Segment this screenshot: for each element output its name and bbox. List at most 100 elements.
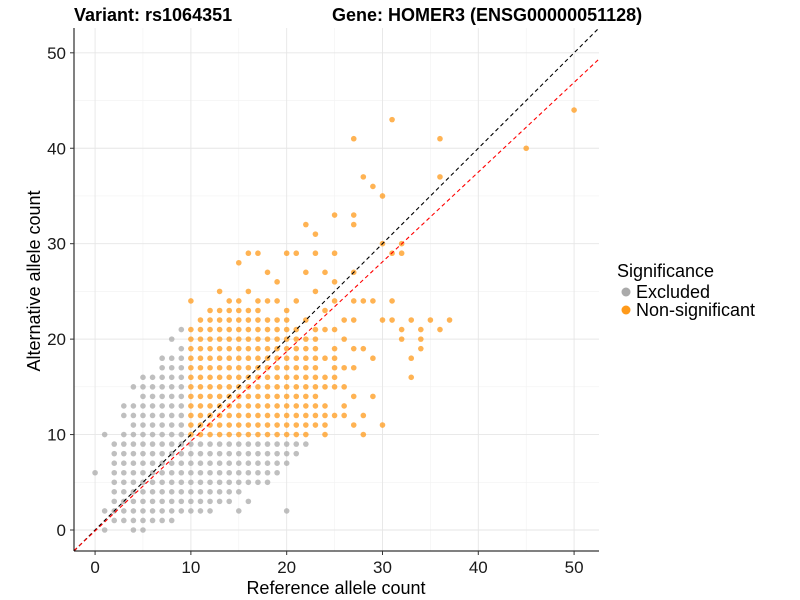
point-non-significant <box>283 431 290 438</box>
point-excluded <box>303 441 309 447</box>
point-non-significant <box>303 393 309 400</box>
point-non-significant <box>264 393 271 400</box>
point-non-significant <box>245 393 252 400</box>
point-non-significant <box>216 431 223 438</box>
point-non-significant <box>293 412 300 419</box>
point-non-significant <box>350 422 357 428</box>
point-non-significant <box>312 288 319 295</box>
x-tick-label: 10 <box>181 558 200 577</box>
point-excluded <box>178 326 185 333</box>
point-excluded <box>140 441 146 447</box>
point-excluded <box>159 422 165 428</box>
point-non-significant <box>341 364 347 371</box>
point-excluded <box>216 479 223 486</box>
point-excluded <box>255 441 261 447</box>
point-non-significant <box>197 393 204 400</box>
point-non-significant <box>312 336 319 342</box>
point-excluded <box>111 441 118 447</box>
point-excluded <box>168 422 175 428</box>
point-non-significant <box>312 384 319 390</box>
point-excluded <box>226 469 232 476</box>
point-non-significant <box>312 393 319 400</box>
point-non-significant <box>255 422 261 428</box>
point-excluded <box>168 489 175 495</box>
point-non-significant <box>216 307 223 314</box>
point-excluded <box>130 422 137 428</box>
point-excluded <box>178 384 185 390</box>
point-non-significant <box>360 298 367 304</box>
point-non-significant <box>331 412 338 419</box>
point-excluded <box>168 498 175 505</box>
point-non-significant <box>418 345 424 352</box>
legend-label-excluded: Excluded <box>636 282 710 302</box>
point-non-significant <box>303 374 309 381</box>
point-non-significant <box>226 364 232 371</box>
point-excluded <box>130 517 137 524</box>
y-tick-label: 0 <box>57 521 66 540</box>
point-excluded <box>216 450 223 457</box>
point-excluded <box>159 469 165 476</box>
point-non-significant <box>312 422 319 428</box>
point-excluded <box>197 479 204 486</box>
point-non-significant <box>418 326 424 333</box>
point-non-significant <box>312 364 319 371</box>
point-excluded <box>121 412 127 419</box>
point-non-significant <box>303 364 309 371</box>
x-tick-label: 20 <box>277 558 296 577</box>
point-non-significant <box>245 412 252 419</box>
point-non-significant <box>264 336 271 342</box>
point-excluded <box>245 460 252 467</box>
legend: Significance Excluded Non-significant <box>617 261 755 320</box>
point-excluded <box>178 460 185 467</box>
point-excluded <box>216 460 223 467</box>
point-non-significant <box>216 326 223 333</box>
point-non-significant <box>216 288 223 295</box>
point-non-significant <box>293 374 300 381</box>
reference-lines <box>73 27 600 552</box>
point-non-significant <box>264 374 271 381</box>
point-excluded <box>149 374 156 381</box>
point-non-significant <box>264 298 271 304</box>
point-excluded <box>168 412 175 419</box>
point-non-significant <box>245 431 252 438</box>
point-excluded <box>188 489 194 495</box>
point-excluded <box>178 431 185 438</box>
point-excluded <box>226 450 232 457</box>
point-excluded <box>168 469 175 476</box>
point-excluded <box>264 469 271 476</box>
point-excluded <box>140 412 146 419</box>
point-non-significant <box>341 412 347 419</box>
point-non-significant <box>188 393 194 400</box>
point-excluded <box>274 450 280 457</box>
point-non-significant <box>245 317 252 323</box>
point-excluded <box>121 460 127 467</box>
point-excluded <box>168 374 175 381</box>
point-excluded <box>159 508 165 514</box>
point-non-significant <box>245 422 252 428</box>
point-non-significant <box>207 326 213 333</box>
point-excluded <box>159 374 165 381</box>
point-non-significant <box>207 317 213 323</box>
point-non-significant <box>283 422 290 428</box>
point-excluded <box>283 450 290 457</box>
x-tick-label: 50 <box>565 558 584 577</box>
point-non-significant <box>245 288 252 295</box>
point-non-significant <box>274 422 280 428</box>
point-non-significant <box>331 364 338 371</box>
point-non-significant <box>255 384 261 390</box>
point-excluded <box>140 460 146 467</box>
point-non-significant <box>255 345 261 352</box>
point-non-significant <box>226 355 232 362</box>
point-excluded <box>149 460 156 467</box>
point-non-significant <box>360 174 367 180</box>
point-excluded <box>130 431 137 438</box>
point-excluded <box>264 450 271 457</box>
point-non-significant <box>197 317 204 323</box>
point-non-significant <box>293 431 300 438</box>
point-non-significant <box>197 336 204 342</box>
point-excluded <box>149 412 156 419</box>
point-excluded <box>188 469 194 476</box>
point-non-significant <box>341 336 347 342</box>
point-excluded <box>159 384 165 390</box>
point-non-significant <box>360 431 367 438</box>
